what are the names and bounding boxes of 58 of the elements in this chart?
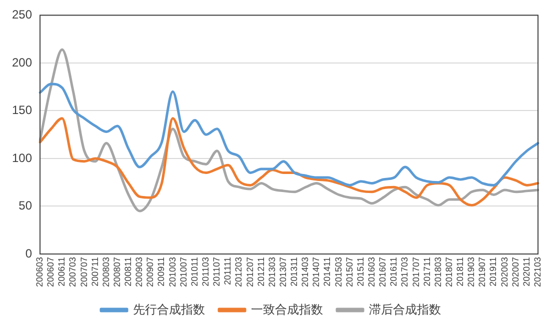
x-tick-label: 201103 <box>200 256 210 286</box>
legend-label: 滞后合成指数 <box>369 302 441 316</box>
x-tick-label: 200607 <box>46 256 56 288</box>
x-tick-label: 201811 <box>455 256 466 286</box>
x-tick-label: 200707 <box>78 256 89 288</box>
x-tick-label: 201611 <box>388 256 399 286</box>
x-tick-label: 201203 <box>234 256 244 288</box>
x-tick-label: 202103 <box>532 256 542 288</box>
x-tick-label: 200807 <box>112 256 122 288</box>
y-tick-label: 150 <box>12 103 32 118</box>
x-tick-label: 201507 <box>344 256 354 288</box>
x-tick-label: 201603 <box>366 256 376 288</box>
x-tick-label: 200711 <box>90 256 100 286</box>
x-tick-label: 201711 <box>422 256 432 286</box>
x-tick-label: 201007 <box>178 256 188 288</box>
x-tick-label: 202007 <box>510 256 520 288</box>
line-series <box>38 82 540 186</box>
x-tick-label: 201107 <box>212 256 222 286</box>
line-series <box>38 117 540 207</box>
x-tick-label: 202011 <box>521 256 532 286</box>
x-tick-label: 201311 <box>289 256 300 286</box>
x-tick-label: 200703 <box>68 256 78 288</box>
y-tick-label: 200 <box>12 55 32 70</box>
x-tick-label: 201207 <box>244 256 255 288</box>
x-tick-label: 200611 <box>56 256 67 286</box>
x-tick-label: 201503 <box>333 256 344 288</box>
x-tick-label: 200903 <box>134 256 144 288</box>
x-tick-label: 201511 <box>355 256 366 286</box>
x-tick-label: 201003 <box>167 256 178 288</box>
x-tick-label: 201407 <box>311 256 322 288</box>
x-tick-label: 200907 <box>145 256 156 288</box>
line-series <box>38 48 540 212</box>
x-tick-label: 200811 <box>123 256 134 286</box>
y-tick-label: 0 <box>25 246 32 260</box>
x-tick-label: 201911 <box>488 256 498 286</box>
x-tick-label: 201807 <box>444 256 454 288</box>
x-tick-label: 200803 <box>100 256 111 288</box>
x-tick-label: 201903 <box>466 256 476 288</box>
x-tick-label: 201607 <box>378 256 388 288</box>
x-tick-label: 201211 <box>256 256 266 286</box>
legend-label: 一致合成指数 <box>251 302 323 316</box>
x-tick-label: 201411 <box>322 256 332 286</box>
x-tick-label: 201403 <box>300 256 310 288</box>
x-tick-label: 201907 <box>477 256 488 288</box>
x-tick-label: 200603 <box>34 256 45 288</box>
x-tick-label: 201707 <box>410 256 421 288</box>
x-tick-label: 200911 <box>156 256 166 286</box>
legend-label: 先行合成指数 <box>133 302 205 316</box>
x-tick-label: 201111 <box>222 256 233 285</box>
y-tick-label: 50 <box>18 198 32 213</box>
x-tick-label: 201703 <box>400 256 410 288</box>
x-tick-label: 201307 <box>278 256 288 288</box>
x-tick-label: 201303 <box>266 256 277 288</box>
y-tick-label: 250 <box>12 8 32 22</box>
x-tick-label: 202003 <box>499 256 510 288</box>
x-tick-label: 201011 <box>189 256 200 286</box>
y-tick-label: 100 <box>12 150 32 165</box>
x-tick-label: 201803 <box>432 256 443 288</box>
